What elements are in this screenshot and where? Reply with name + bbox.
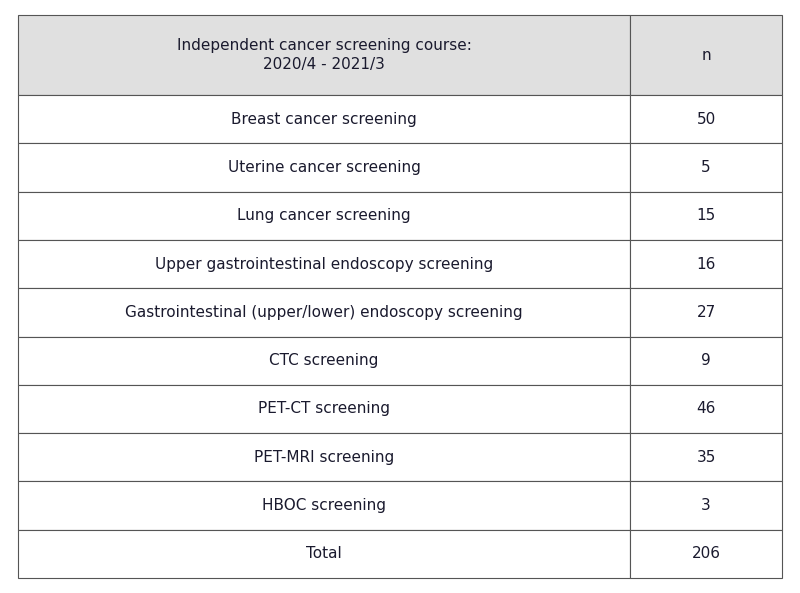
Bar	[630, 385, 782, 433]
Bar	[18, 95, 630, 144]
Text: 50: 50	[696, 111, 716, 127]
Text: 16: 16	[696, 257, 716, 272]
Bar	[630, 530, 782, 578]
Bar	[18, 482, 630, 530]
Text: 206: 206	[691, 546, 721, 562]
Text: 27: 27	[696, 305, 716, 320]
Bar	[630, 144, 782, 192]
Bar	[630, 192, 782, 240]
Bar	[630, 482, 782, 530]
Bar	[18, 336, 630, 385]
Text: 9: 9	[701, 353, 711, 368]
Text: 46: 46	[696, 401, 716, 416]
Bar	[630, 288, 782, 336]
Bar	[18, 192, 630, 240]
Text: PET-MRI screening: PET-MRI screening	[254, 449, 394, 465]
Text: Gastrointestinal (upper/lower) endoscopy screening: Gastrointestinal (upper/lower) endoscopy…	[125, 305, 523, 320]
Bar	[630, 336, 782, 385]
Bar	[18, 144, 630, 192]
Text: Breast cancer screening: Breast cancer screening	[231, 111, 417, 127]
Text: 35: 35	[696, 449, 716, 465]
Bar	[630, 95, 782, 144]
Text: n: n	[701, 47, 711, 62]
Text: Independent cancer screening course:
2020/4 - 2021/3: Independent cancer screening course: 202…	[177, 37, 471, 72]
Text: 3: 3	[701, 498, 711, 513]
Text: PET-CT screening: PET-CT screening	[258, 401, 390, 416]
Text: CTC screening: CTC screening	[270, 353, 378, 368]
Text: HBOC screening: HBOC screening	[262, 498, 386, 513]
Bar	[630, 240, 782, 288]
Text: Uterine cancer screening: Uterine cancer screening	[227, 160, 421, 175]
Bar	[630, 15, 782, 95]
Bar	[18, 240, 630, 288]
Bar	[630, 433, 782, 482]
Bar	[18, 15, 630, 95]
Bar	[18, 385, 630, 433]
Text: Lung cancer screening: Lung cancer screening	[237, 208, 411, 223]
Text: 15: 15	[696, 208, 716, 223]
Text: Total: Total	[306, 546, 342, 562]
Bar	[18, 288, 630, 336]
Text: 5: 5	[701, 160, 711, 175]
Bar	[18, 433, 630, 482]
Text: Upper gastrointestinal endoscopy screening: Upper gastrointestinal endoscopy screeni…	[155, 257, 493, 272]
Bar	[18, 530, 630, 578]
